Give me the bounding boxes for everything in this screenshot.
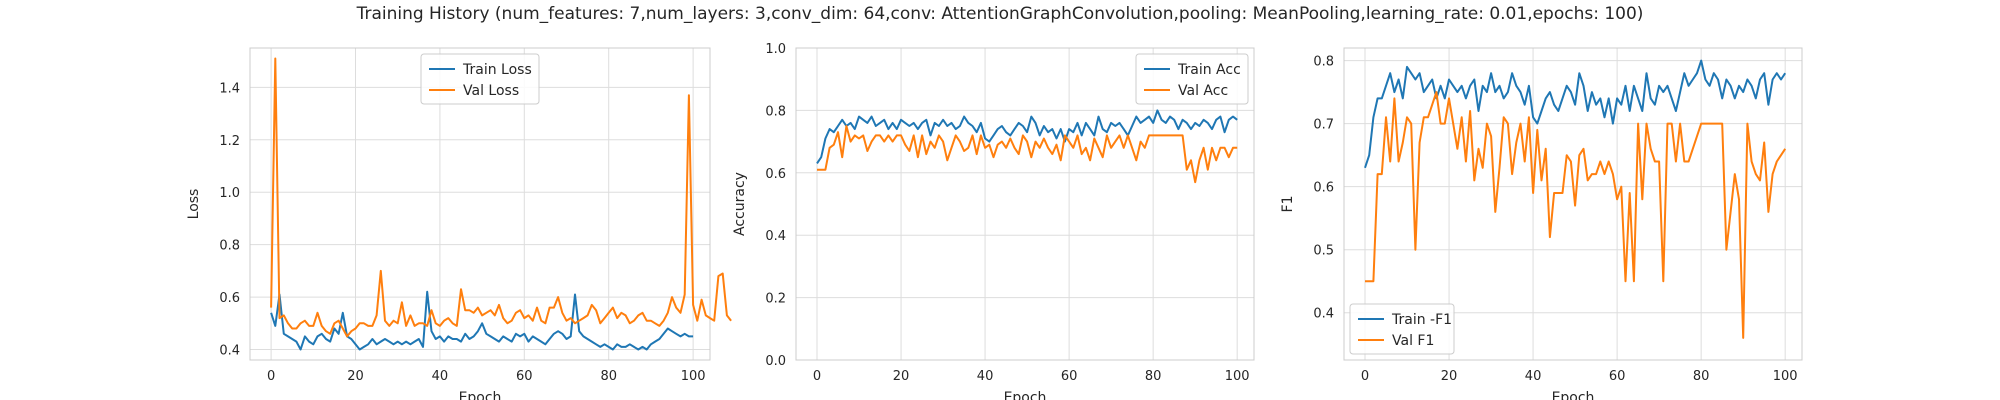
legend-entry: Val F1 (1392, 333, 1434, 349)
y-tick-label: 0.8 (1313, 55, 1334, 70)
x-tick-label: 80 (600, 369, 617, 384)
y-tick-label: 0.4 (219, 344, 240, 359)
x-tick-label: 100 (681, 369, 706, 384)
series-line-val-f1 (1365, 91, 1787, 339)
legend-entry: Val Loss (463, 83, 519, 99)
y-axis-label: Loss (186, 189, 202, 220)
plot-frame (1343, 47, 1803, 361)
legend-box (420, 53, 540, 105)
x-axis-label: Epoch (1004, 390, 1047, 400)
x-tick-label: 0 (813, 369, 821, 384)
subplot-3: 0 20 40 60 80 100 0.4 0.5 0.6 0.7 0.8 Epoch F1 Train … (1280, 47, 1803, 400)
x-tick-label: 100 (1225, 369, 1250, 384)
legend-entry: Val Acc (1178, 83, 1228, 99)
x-tick-label: 0 (1361, 369, 1369, 384)
x-axis-label: Epoch (1552, 390, 1595, 400)
x-tick-label: 20 (1441, 369, 1458, 384)
x-axis-label: Epoch (459, 390, 502, 400)
legend-box (1349, 303, 1455, 355)
y-axis-label: F1 (1280, 196, 1296, 213)
y-tick-label: 0.8 (765, 104, 786, 119)
y-tick-label: 1.0 (765, 42, 786, 57)
legend-entry: Train Loss (462, 62, 532, 78)
x-tick-label: 60 (516, 369, 533, 384)
legend-box (1135, 53, 1249, 105)
y-tick-label: 0.4 (765, 229, 786, 244)
y-tick-label: 0.6 (765, 167, 786, 182)
x-tick-label: 80 (1693, 369, 1710, 384)
legend: Train -F1 Val F1 (1349, 303, 1455, 355)
x-tick-label: 20 (893, 369, 910, 384)
y-tick-label: 0.2 (765, 292, 786, 307)
series-line-train-loss (270, 290, 694, 351)
y-tick-label: 1.0 (219, 186, 240, 201)
x-tick-label: 100 (1773, 369, 1798, 384)
series-line-val-loss (270, 57, 732, 338)
y-tick-label: 0.8 (219, 239, 240, 254)
series-line-train-acc (816, 109, 1238, 164)
x-tick-label: 0 (267, 369, 275, 384)
x-tick-label: 80 (1145, 369, 1162, 384)
y-tick-label: 0.7 (1313, 118, 1334, 133)
series-line-val-acc (817, 125, 1238, 184)
x-tick-label: 20 (347, 369, 364, 384)
x-tick-label: 60 (1061, 369, 1078, 384)
plot-frame (795, 47, 1255, 361)
legend: Train Acc Val Acc (1135, 53, 1249, 105)
x-tick-label: 40 (977, 369, 994, 384)
legend-entry: Train -F1 (1391, 312, 1452, 328)
y-tick-label: 0.6 (1313, 181, 1334, 196)
x-tick-label: 40 (432, 369, 449, 384)
y-tick-label: 0.5 (1313, 244, 1334, 259)
legend-entry: Train Acc (1177, 62, 1241, 78)
subplot-2: 0 20 40 60 80 100 0.0 0.2 0.4 0.6 0.8 1.0 Epoch Accur… (732, 42, 1255, 400)
plot-frame (249, 47, 711, 361)
figure-title: Training History (num_features: 7,num_la… (356, 4, 1644, 24)
x-tick-label: 60 (1609, 369, 1626, 384)
series-line-train-f1 (1364, 59, 1787, 169)
y-tick-label: 0.0 (765, 354, 786, 369)
subplot-1: 0 20 40 60 80 100 0.4 0.6 0.8 1.0 1.2 1.4 Epoch Loss T… (186, 47, 732, 400)
y-tick-label: 0.4 (1313, 307, 1334, 322)
y-tick-label: 1.4 (219, 81, 240, 96)
y-tick-label: 1.2 (219, 134, 240, 149)
legend: Train Loss Val Loss (420, 53, 540, 105)
y-tick-label: 0.6 (219, 291, 240, 306)
y-axis-label: Accuracy (732, 172, 748, 236)
x-tick-label: 40 (1525, 369, 1542, 384)
